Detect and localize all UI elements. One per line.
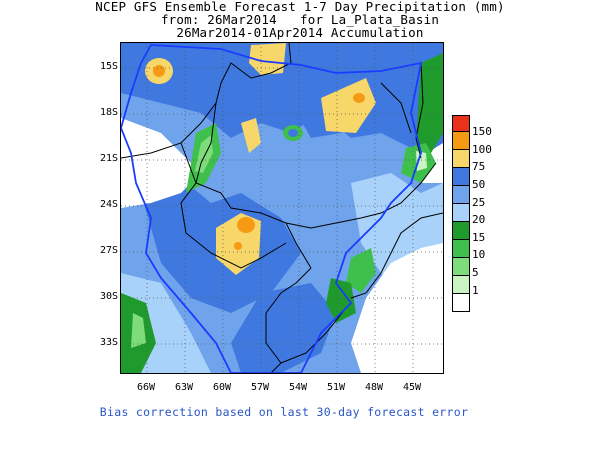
precipitation-field (121, 43, 443, 373)
lat-label: 27S (99, 245, 118, 256)
precipitation-map (120, 42, 444, 374)
rain-50-75-north (121, 43, 443, 163)
rain-15-20-south (326, 278, 356, 323)
legend-swatch (452, 257, 470, 275)
map-title: NCEP GFS Ensemble Forecast 1-7 Day Preci… (0, 0, 600, 39)
lon-label: 60W (212, 382, 232, 393)
legend-swatch (452, 115, 470, 131)
lon-label: 66W (136, 382, 156, 393)
color-legend (452, 115, 470, 312)
dry-area-west (121, 118, 201, 208)
lat-label: 24S (99, 199, 118, 210)
title-line-3: 26Mar2014-01Apr2014 Accumulation (176, 25, 424, 40)
legend-swatch (452, 275, 470, 293)
rain-5-10-west (195, 135, 213, 173)
lat-label: 18S (99, 107, 118, 118)
lat-label: 30S (99, 291, 118, 302)
ocean-area (351, 243, 443, 373)
rain-5-10-southwest (131, 313, 146, 348)
legend-swatch (452, 293, 470, 312)
rain-100-150-small (234, 242, 242, 250)
lat-label: 33S (99, 337, 118, 348)
basin-outline (121, 44, 423, 373)
lat-label: 21S (99, 153, 118, 164)
legend-label: 1 (472, 284, 479, 297)
rain-1-5-coast (416, 151, 427, 171)
rain-50-spot (288, 129, 298, 137)
legend-swatch (452, 149, 470, 167)
rain-50-75-south (231, 283, 336, 373)
legend-swatch (452, 167, 470, 185)
rain-100-150-northwest (153, 65, 165, 77)
legend-label: 100 (472, 143, 492, 156)
lon-label: 48W (364, 382, 384, 393)
legend-label: 10 (472, 248, 486, 261)
rain-75-100-north (249, 43, 286, 75)
lat-label: 15S (99, 61, 118, 72)
legend-label: 5 (472, 266, 479, 279)
title-line-2: from: 26Mar2014 for La_Plata_Basin (160, 12, 440, 27)
rain-15-20-northeast (416, 53, 443, 153)
rain-100-150-east (353, 93, 365, 103)
legend-label: 150 (472, 125, 492, 138)
legend-swatch (452, 221, 470, 239)
title-line-1: NCEP GFS Ensemble Forecast 1-7 Day Preci… (95, 0, 505, 14)
legend-swatch (452, 185, 470, 203)
legend-swatch (452, 203, 470, 221)
rain-100-150-central (237, 217, 255, 233)
legend-label: 15 (472, 231, 486, 244)
lon-label: 57W (250, 382, 270, 393)
legend-label: 20 (472, 213, 486, 226)
lon-label: 63W (174, 382, 194, 393)
legend-label: 25 (472, 196, 486, 209)
lon-label: 54W (288, 382, 308, 393)
lon-label: 51W (326, 382, 346, 393)
legend-label: 50 (472, 178, 486, 191)
rain-75-100-east (321, 78, 376, 133)
bias-correction-note: Bias correction based on last 30-day for… (99, 405, 469, 419)
rain-75-100-central-north (241, 118, 261, 153)
lon-label: 45W (402, 382, 422, 393)
legend-swatch (452, 131, 470, 149)
country-borders (121, 43, 443, 373)
legend-swatch (452, 239, 470, 257)
legend-label: 75 (472, 160, 486, 173)
rain-10-15-south (346, 248, 376, 293)
